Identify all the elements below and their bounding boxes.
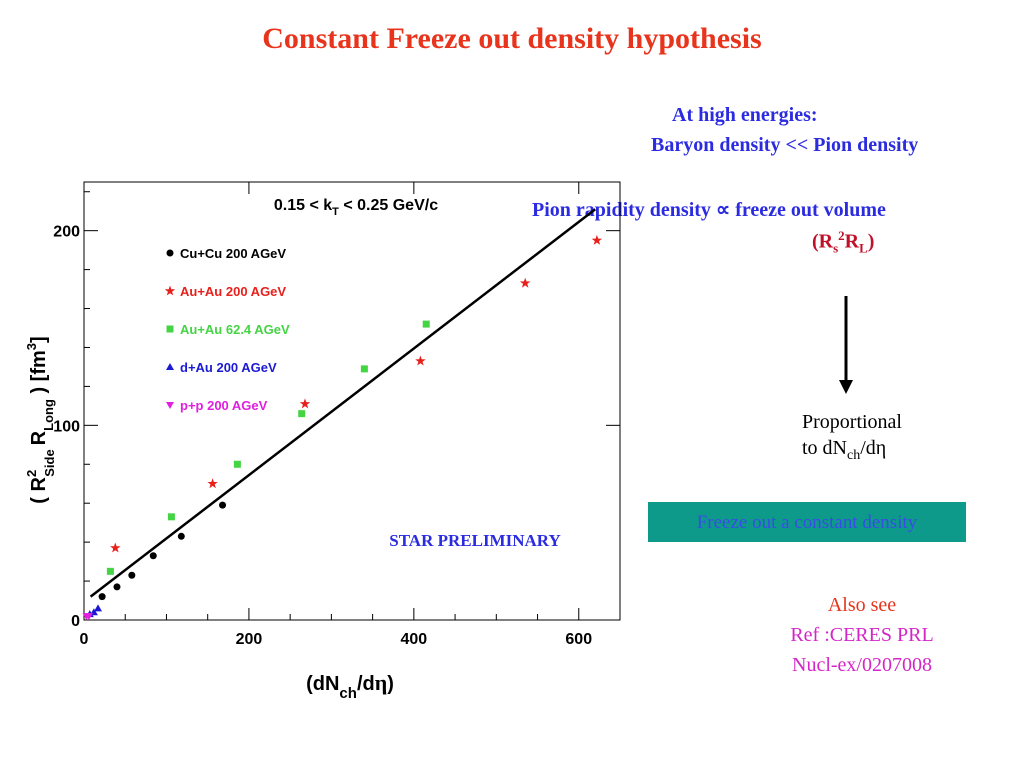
references: Also see Ref :CERES PRL Nucl-ex/0207008 xyxy=(720,590,1004,680)
x-axis-label: (dNch/dη) xyxy=(306,670,394,702)
legend-label-p-p-200-agev: p+p 200 AGeV xyxy=(180,398,268,413)
legend-label-au-au-200-agev: Au+Au 200 AGeV xyxy=(180,284,286,299)
data-point-cu-cu-200-agev xyxy=(98,593,106,601)
chart-title: 0.15 < kT < 0.25 GeV/c xyxy=(274,197,438,218)
also-see-label: Also see xyxy=(827,594,897,616)
legend-label-au-au-62-4-agev: Au+Au 62.4 AGeV xyxy=(180,322,290,337)
legend-marker-au-au-200-agev xyxy=(164,285,176,296)
legend-marker-cu-cu-200-agev xyxy=(166,249,174,257)
data-point-au-au-62-4-agev xyxy=(106,567,114,575)
freeze-out-box: Freeze out a constant density xyxy=(648,502,966,542)
data-point-au-au-200-agev xyxy=(591,234,603,245)
data-point-au-au-62-4-agev xyxy=(360,365,368,373)
y-axis-label: ( R2 SideRLong ) [fm3] xyxy=(24,336,57,503)
data-point-au-au-62-4-agev xyxy=(233,460,241,468)
data-point-cu-cu-200-agev xyxy=(149,552,157,560)
proportional-note: Proportional to dNch/dη xyxy=(802,411,902,463)
ref-ceres: Ref :CERES PRL xyxy=(790,624,934,646)
data-point-au-au-200-agev xyxy=(299,398,311,409)
legend-marker-au-au-62-4-agev xyxy=(166,325,174,333)
y-tick-label: 200 xyxy=(53,224,80,241)
data-point-cu-cu-200-agev xyxy=(128,571,136,579)
data-point-au-au-62-4-agev xyxy=(422,320,430,328)
data-point-au-au-200-agev xyxy=(519,277,531,288)
data-point-au-au-62-4-agev xyxy=(298,410,306,418)
volume-expression: (Rs2RL) xyxy=(812,228,875,256)
star-preliminary-label: STAR PRELIMINARY xyxy=(389,531,560,550)
baryon-pion-statement: Baryon density << Pion density xyxy=(651,134,919,156)
data-point-cu-cu-200-agev xyxy=(113,583,121,591)
legend-marker-d-au-200-agev xyxy=(166,363,174,370)
data-point-au-au-200-agev xyxy=(415,355,426,366)
x-tick-label: 400 xyxy=(400,631,427,648)
data-point-au-au-200-agev xyxy=(110,542,121,553)
data-point-p-p-200-agev xyxy=(84,613,93,621)
data-point-au-au-62-4-agev xyxy=(167,513,175,521)
high-energy-heading: At high energies: xyxy=(672,104,818,126)
y-tick-label: 100 xyxy=(53,418,80,435)
data-point-cu-cu-200-agev xyxy=(219,501,227,509)
legend-label-d-au-200-agev: d+Au 200 AGeV xyxy=(180,360,277,375)
plot-frame xyxy=(83,181,621,621)
slide-title: Constant Freeze out density hypothesis xyxy=(262,22,762,55)
data-point-cu-cu-200-agev xyxy=(177,532,185,540)
ref-nucl-ex: Nucl-ex/0207008 xyxy=(792,654,932,676)
data-point-au-au-200-agev xyxy=(207,478,218,489)
x-tick-label: 600 xyxy=(565,631,592,648)
legend-label-cu-cu-200-agev: Cu+Cu 200 AGeV xyxy=(180,246,286,261)
data-point-d-au-200-agev xyxy=(94,604,103,612)
x-tick-label: 200 xyxy=(236,631,263,648)
fit-line xyxy=(89,208,597,598)
scatter-chart: 0 200 400 600 0 100 200 Cu+Cu 200 AGeV Au+Au 20… xyxy=(24,181,621,702)
legend-marker-p-p-200-agev xyxy=(166,402,174,409)
down-arrow-icon xyxy=(839,296,853,394)
x-tick-label: 0 xyxy=(80,631,89,648)
svg-text:(dNch/dη): (dNch/dη) xyxy=(306,670,394,702)
y-tick-label: 0 xyxy=(71,613,80,630)
